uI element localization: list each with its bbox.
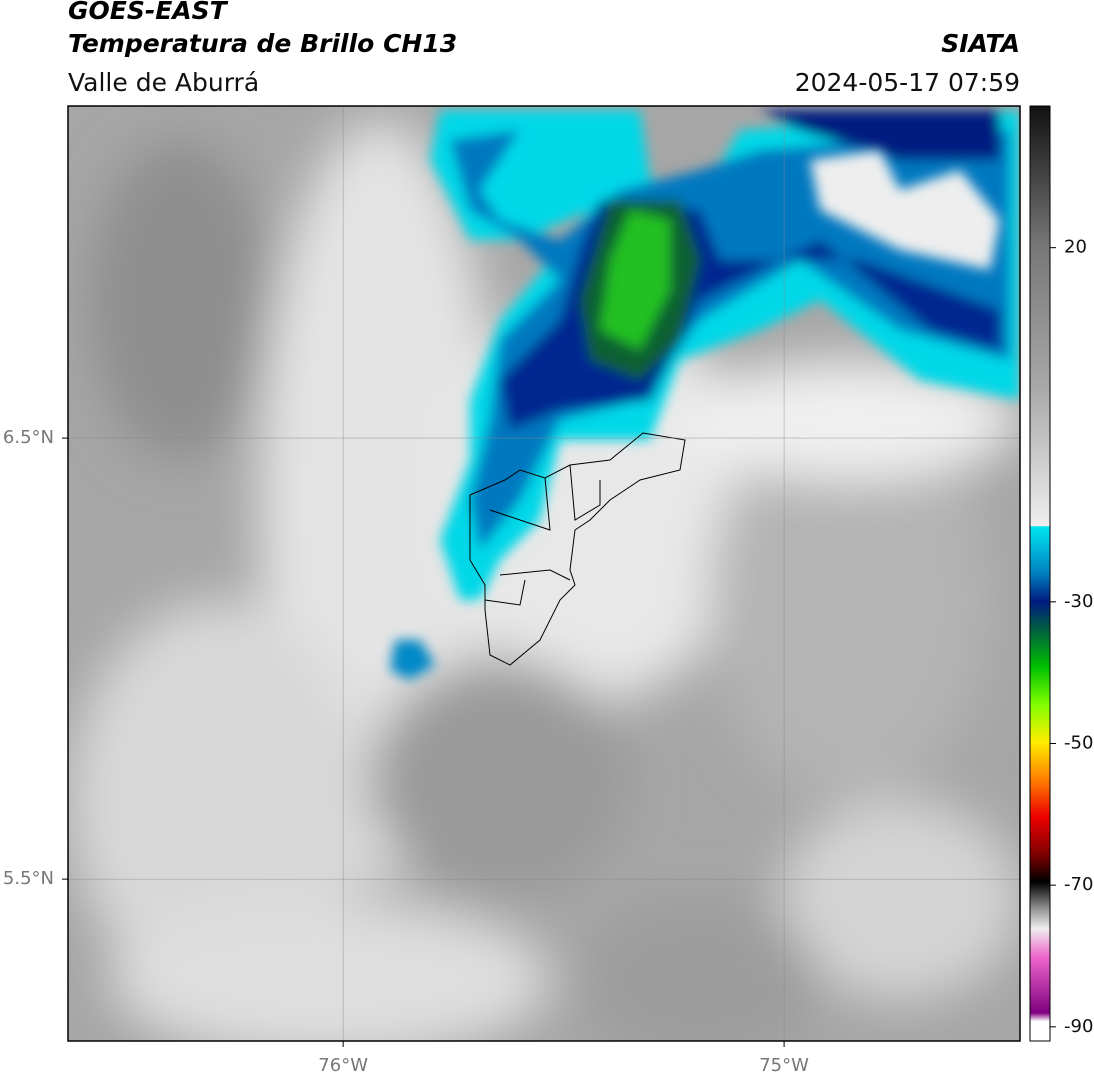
- source: SIATA: [941, 29, 1020, 58]
- municipality-outline: [469, 432, 686, 666]
- lat-tick-label: 5.5°N: [3, 868, 54, 889]
- title: GOES-EAST: [68, 0, 229, 25]
- datetime: 2024-05-17 07:59: [795, 68, 1020, 97]
- colorbar-tick-label: -50: [1064, 733, 1093, 754]
- colorbar-tick-label: -90: [1064, 1016, 1093, 1037]
- map-frame: [67, 105, 1021, 1042]
- colorbar-tick-label: 20: [1064, 237, 1087, 258]
- lon-tick-label: 75°W: [759, 1055, 809, 1076]
- region: Valle de Aburrá: [68, 68, 259, 97]
- municipality-borders: [484, 464, 601, 606]
- lat-tick-label: 6.5°N: [3, 427, 54, 448]
- colorbar-tick-label: -70: [1064, 874, 1093, 895]
- lon-tick-label: 76°W: [318, 1055, 368, 1076]
- subtitle: Temperatura de Brillo CH13: [68, 29, 457, 58]
- satellite-image: [68, 106, 1020, 1041]
- colorbar-tick-label: -30: [1064, 591, 1093, 612]
- colorbar: [1029, 105, 1051, 1042]
